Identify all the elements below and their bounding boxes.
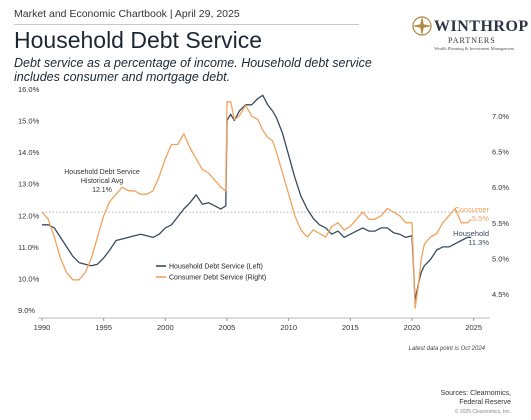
compass-rose-icon [412, 16, 432, 36]
y-left-tick-label: 14.0% [18, 148, 40, 157]
y-right-tick-label: 6.0% [492, 183, 509, 192]
logo-name: WINTHROP [434, 18, 529, 35]
y-left-tick-label: 9.0% [18, 306, 35, 315]
latest-data-note: Latest data point is Oct 2024 [408, 346, 485, 352]
x-tick-label: 1995 [95, 323, 112, 332]
consumer-end-label: Consumer [454, 205, 489, 214]
winthrop-logo: WINTHROP PARTNERS Wealth Planning & Inve… [412, 14, 528, 54]
logo-sub: PARTNERS [448, 36, 496, 45]
page-title: Household Debt Service [14, 27, 263, 53]
consumer-debt-series-line [41, 101, 472, 309]
sources-line-2: Federal Reserve [459, 399, 511, 406]
historical-average-label: Historical Avg [81, 178, 123, 185]
y-left-tick-label: 11.0% [18, 243, 39, 252]
legend-label: Household Debt Service (Left) [169, 264, 263, 271]
x-tick-label: 2010 [280, 323, 297, 332]
sources-line-1: Sources: Clearnomics, [440, 390, 511, 397]
y-left-tick-label: 12.0% [18, 211, 40, 220]
y-left-tick-label: 15.0% [18, 117, 40, 126]
y-right-tick-label: 6.5% [492, 148, 509, 157]
legend-label: Consumer Debt Service (Right) [169, 275, 266, 282]
household-end-label: Household [453, 229, 489, 238]
x-tick-label: 2020 [404, 323, 421, 332]
y-right-tick-label: 4.5% [492, 290, 509, 299]
y-right-tick-label: 5.0% [492, 254, 509, 263]
header-divider [14, 24, 359, 25]
sources: Sources: Clearnomics, Federal Reserve [391, 389, 511, 407]
y-left-tick-label: 16.0% [18, 85, 40, 94]
consumer-end-label: 5.5% [472, 214, 489, 223]
historical-average-label: Household Debt Service [64, 169, 140, 176]
household-end-label: 11.3% [468, 238, 489, 247]
x-tick-label: 2025 [465, 323, 482, 332]
x-tick-label: 2015 [342, 323, 359, 332]
x-tick-label: 2005 [219, 323, 236, 332]
historical-average-label: 12.1% [92, 187, 112, 194]
y-right-tick-label: 7.0% [492, 112, 509, 121]
x-tick-label: 1990 [34, 323, 51, 332]
y-left-tick-label: 13.0% [18, 180, 40, 189]
copyright: © 2025 Clearnomics, Inc. [454, 409, 511, 415]
chartbook-header: Market and Economic Chartbook | April 29… [14, 8, 240, 20]
y-left-tick-label: 10.0% [18, 274, 40, 283]
x-tick-label: 2000 [157, 323, 174, 332]
page-subtitle: Debt service as a percentage of income. … [14, 56, 372, 84]
y-right-tick-label: 5.5% [492, 219, 509, 228]
logo-tagline: Wealth Planning & Investment Management [434, 46, 515, 51]
household-debt-series-line [42, 94, 472, 302]
